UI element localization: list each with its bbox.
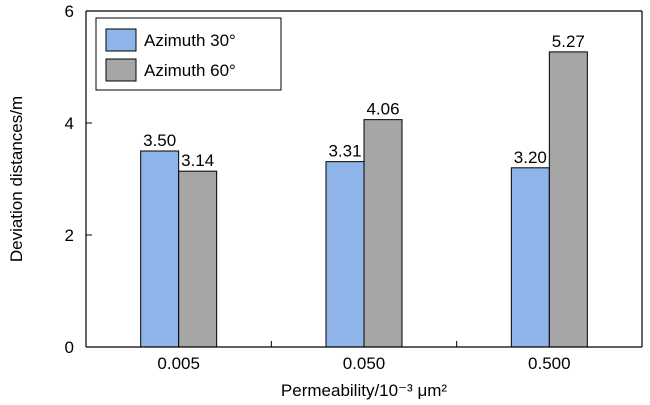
y-tick-label-2: 2 [65,226,74,245]
data-label-1-3: 3.20 [514,148,547,167]
bar-1-1 [140,150,180,348]
data-label-2-1: 3.14 [181,151,214,170]
y-tick-label-3: 4 [65,114,74,133]
data-label-1-2: 3.31 [328,142,361,161]
plot-area: 3.50 3.14 0.005 3.31 4.06 0.050 3.20 5.27 0.500 0… [65,2,643,373]
legend: Azimuth 30° Azimuth 60° [95,17,282,91]
legend-label-2: Azimuth 60° [144,61,236,80]
y-tick-label-1: 0 [65,338,74,357]
x-axis-title: Permeability/10⁻³ μm² [281,381,447,400]
legend-swatch-1 [105,28,137,52]
bar-1-2 [325,161,365,348]
data-label-2-3: 5.27 [552,32,585,51]
bar-1-3 [510,167,550,348]
legend-label-1: Azimuth 30° [144,31,236,50]
x-tick-label-1: 0.005 [157,354,200,373]
y-tick-label-4: 6 [65,2,74,21]
bar-2-3 [548,51,588,348]
data-label-2-2: 4.06 [366,100,399,119]
y-axis-title: Deviation distances/m [7,96,26,262]
bar-2-2 [363,119,403,348]
legend-swatch-2 [105,58,137,82]
x-tick-label-2: 0.050 [343,354,386,373]
data-label-1-1: 3.50 [143,131,176,150]
x-tick-label-3: 0.500 [528,354,571,373]
bar-2-1 [178,170,218,348]
